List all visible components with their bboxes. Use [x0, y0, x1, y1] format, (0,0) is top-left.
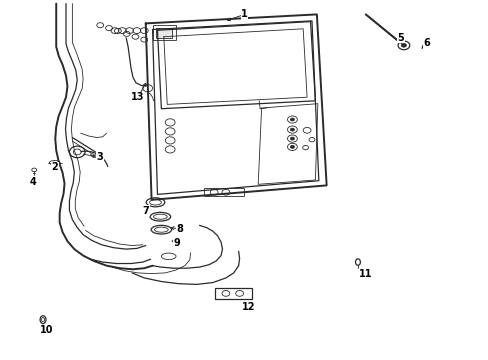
Text: 4: 4 [30, 177, 37, 187]
Text: 1: 1 [241, 9, 247, 19]
Text: 9: 9 [173, 238, 180, 248]
Circle shape [401, 44, 406, 47]
Bar [152, 25, 176, 40]
Text: 13: 13 [131, 92, 144, 102]
Bar [156, 28, 172, 38]
Bar [204, 188, 243, 196]
Circle shape [290, 118, 294, 121]
Circle shape [290, 145, 294, 148]
Bar [215, 288, 251, 299]
Text: 10: 10 [40, 325, 53, 336]
Circle shape [290, 137, 294, 140]
Text: 5: 5 [397, 33, 404, 43]
Text: 8: 8 [176, 224, 183, 234]
Text: 12: 12 [241, 302, 255, 312]
Text: 2: 2 [51, 162, 58, 172]
Text: 3: 3 [97, 152, 103, 162]
Text: 7: 7 [142, 206, 149, 216]
Text: 6: 6 [422, 38, 429, 48]
Circle shape [290, 128, 294, 131]
Text: 11: 11 [358, 269, 372, 279]
